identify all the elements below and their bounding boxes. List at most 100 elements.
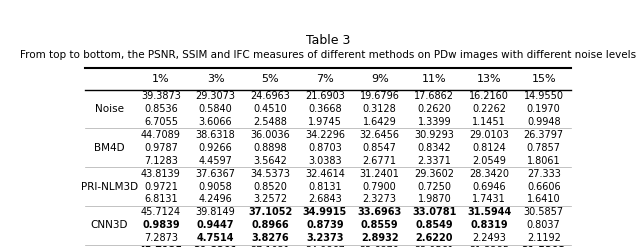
Text: 0.9787: 0.9787 xyxy=(144,143,178,153)
Text: 31.2401: 31.2401 xyxy=(360,169,399,179)
Text: 0.7250: 0.7250 xyxy=(417,182,451,191)
Text: 34.5373: 34.5373 xyxy=(250,169,291,179)
Text: 34.9867: 34.9867 xyxy=(305,246,345,247)
Text: 1.8061: 1.8061 xyxy=(527,156,561,166)
Text: 6.8131: 6.8131 xyxy=(144,194,178,205)
Text: 39.8201: 39.8201 xyxy=(193,246,238,247)
Text: 34.9915: 34.9915 xyxy=(303,207,347,217)
Text: 0.9266: 0.9266 xyxy=(198,143,232,153)
Text: 4.7514: 4.7514 xyxy=(197,233,234,243)
Text: 0.9948: 0.9948 xyxy=(527,117,561,127)
Text: 1.9870: 1.9870 xyxy=(417,194,451,205)
Text: CNN3D: CNN3D xyxy=(90,220,128,230)
Text: 31.5303: 31.5303 xyxy=(522,246,566,247)
Text: 33.0781: 33.0781 xyxy=(412,207,456,217)
Text: 30.5857: 30.5857 xyxy=(524,207,564,217)
Text: 17.6862: 17.6862 xyxy=(414,91,454,101)
Text: 15%: 15% xyxy=(531,74,556,84)
Text: 4.4597: 4.4597 xyxy=(198,156,232,166)
Text: 32.4614: 32.4614 xyxy=(305,169,345,179)
Text: 44.7089: 44.7089 xyxy=(141,130,181,140)
Text: 0.7857: 0.7857 xyxy=(527,143,561,153)
Text: 0.6606: 0.6606 xyxy=(527,182,561,191)
Text: 43.8139: 43.8139 xyxy=(141,169,180,179)
Text: 34.2296: 34.2296 xyxy=(305,130,345,140)
Text: 0.5840: 0.5840 xyxy=(198,104,232,114)
Text: 16.2160: 16.2160 xyxy=(469,91,509,101)
Text: 5%: 5% xyxy=(262,74,279,84)
Text: 0.9839: 0.9839 xyxy=(142,220,180,230)
Text: 2.3273: 2.3273 xyxy=(363,194,397,205)
Text: 33.6963: 33.6963 xyxy=(358,207,402,217)
Text: 7%: 7% xyxy=(316,74,334,84)
Text: 29.3073: 29.3073 xyxy=(196,91,236,101)
Text: 1%: 1% xyxy=(152,74,170,84)
Text: 38.6318: 38.6318 xyxy=(196,130,236,140)
Text: 2.3371: 2.3371 xyxy=(417,156,451,166)
Text: 29.0103: 29.0103 xyxy=(469,130,509,140)
Text: 27.333: 27.333 xyxy=(527,169,561,179)
Text: 33.6870: 33.6870 xyxy=(360,246,399,247)
Text: 31.3285: 31.3285 xyxy=(469,246,509,247)
Text: 1.6410: 1.6410 xyxy=(527,194,561,205)
Text: 0.4510: 0.4510 xyxy=(253,104,287,114)
Text: Noise: Noise xyxy=(95,104,124,114)
Text: 21.6903: 21.6903 xyxy=(305,91,345,101)
Text: 6.7055: 6.7055 xyxy=(144,117,178,127)
Text: 0.8547: 0.8547 xyxy=(363,143,397,153)
Text: 0.8898: 0.8898 xyxy=(253,143,287,153)
Text: 0.3668: 0.3668 xyxy=(308,104,342,114)
Text: 1.1451: 1.1451 xyxy=(472,117,506,127)
Text: 0.9721: 0.9721 xyxy=(144,182,178,191)
Text: 7.1283: 7.1283 xyxy=(144,156,178,166)
Text: 26.3797: 26.3797 xyxy=(524,130,564,140)
Text: 24.6963: 24.6963 xyxy=(250,91,290,101)
Text: 0.8131: 0.8131 xyxy=(308,182,342,191)
Text: 33.0561: 33.0561 xyxy=(414,246,454,247)
Text: 0.6946: 0.6946 xyxy=(472,182,506,191)
Text: 2.0549: 2.0549 xyxy=(472,156,506,166)
Text: 0.8342: 0.8342 xyxy=(417,143,451,153)
Text: 45.7125: 45.7125 xyxy=(139,246,183,247)
Text: 7.2873: 7.2873 xyxy=(144,233,178,243)
Text: BM4D: BM4D xyxy=(94,143,125,153)
Text: 0.2620: 0.2620 xyxy=(417,104,451,114)
Text: 0.3128: 0.3128 xyxy=(363,104,397,114)
Text: 28.3420: 28.3420 xyxy=(469,169,509,179)
Text: 0.7900: 0.7900 xyxy=(363,182,397,191)
Text: 29.3602: 29.3602 xyxy=(414,169,454,179)
Text: 37.1052: 37.1052 xyxy=(248,207,292,217)
Text: From top to bottom, the PSNR, SSIM and IFC measures of different methods on PDw : From top to bottom, the PSNR, SSIM and I… xyxy=(20,50,636,60)
Text: 2.2493: 2.2493 xyxy=(472,233,506,243)
Text: 3.8276: 3.8276 xyxy=(252,233,289,243)
Text: 0.2262: 0.2262 xyxy=(472,104,506,114)
Text: 0.8559: 0.8559 xyxy=(361,220,399,230)
Text: 0.8124: 0.8124 xyxy=(472,143,506,153)
Text: 0.8536: 0.8536 xyxy=(144,104,178,114)
Text: 1.6429: 1.6429 xyxy=(363,117,397,127)
Text: 3.6066: 3.6066 xyxy=(199,117,232,127)
Text: 0.8319: 0.8319 xyxy=(470,220,508,230)
Text: 1.3399: 1.3399 xyxy=(417,117,451,127)
Text: 0.9058: 0.9058 xyxy=(198,182,232,191)
Text: 0.8703: 0.8703 xyxy=(308,143,342,153)
Text: 39.8149: 39.8149 xyxy=(196,207,236,217)
Text: 2.6843: 2.6843 xyxy=(308,194,342,205)
Text: 31.5944: 31.5944 xyxy=(467,207,511,217)
Text: 37.6367: 37.6367 xyxy=(196,169,236,179)
Text: 39.3873: 39.3873 xyxy=(141,91,181,101)
Text: 37.1031: 37.1031 xyxy=(250,246,290,247)
Text: 3.2572: 3.2572 xyxy=(253,194,287,205)
Text: 2.6771: 2.6771 xyxy=(363,156,397,166)
Text: Table 3: Table 3 xyxy=(306,34,350,47)
Text: 11%: 11% xyxy=(422,74,447,84)
Text: 0.1970: 0.1970 xyxy=(527,104,561,114)
Text: 3%: 3% xyxy=(207,74,225,84)
Text: 30.9293: 30.9293 xyxy=(414,130,454,140)
Text: 45.7124: 45.7124 xyxy=(141,207,181,217)
Text: 0.9447: 0.9447 xyxy=(197,220,234,230)
Text: 36.0036: 36.0036 xyxy=(250,130,290,140)
Text: 3.2373: 3.2373 xyxy=(306,233,344,243)
Text: 3.5642: 3.5642 xyxy=(253,156,287,166)
Text: 14.9550: 14.9550 xyxy=(524,91,564,101)
